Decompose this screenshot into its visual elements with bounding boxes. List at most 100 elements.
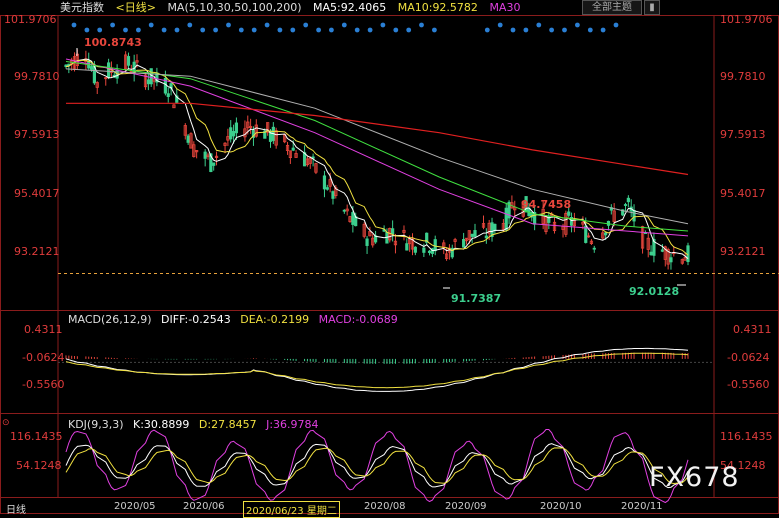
candle-body (504, 207, 508, 231)
event-marker (264, 22, 270, 28)
candle-body (484, 235, 488, 239)
event-marker (71, 22, 77, 28)
candle-body (288, 150, 292, 158)
theme-button[interactable]: 全部主题 (582, 0, 642, 15)
candle-body (126, 56, 131, 66)
candle-body (640, 226, 645, 249)
event-marker (497, 22, 503, 28)
candle-body (646, 237, 650, 250)
event-marker (200, 27, 206, 33)
event-marker (536, 22, 542, 28)
x-label-7: 2020/11 (621, 501, 663, 512)
candle-body (186, 135, 190, 143)
candle-body (149, 68, 153, 85)
event-marker (251, 27, 257, 33)
candle-body (467, 230, 471, 240)
ma10-value: MA10:92.5782 (397, 1, 478, 14)
candle-body (95, 82, 99, 88)
candle-body (285, 144, 290, 151)
event-marker (174, 27, 180, 33)
candle-body (64, 64, 68, 68)
candle-body (305, 158, 310, 166)
candle-body (274, 130, 278, 146)
ma100-line (65, 68, 689, 225)
kdj-k-line (65, 443, 689, 489)
watermark: FX678 (649, 462, 740, 493)
event-marker (238, 27, 244, 33)
candle-body (666, 249, 670, 265)
candle-body (589, 240, 594, 244)
candle-body (351, 212, 355, 225)
candle-body (311, 156, 315, 159)
candle-body (601, 232, 605, 239)
candle-body (89, 66, 94, 70)
candle-body (308, 157, 312, 164)
x-label-4: 2020/08 (364, 501, 406, 512)
event-marker (341, 22, 347, 28)
price-tick-4-right: 95.4017 (720, 187, 766, 200)
ma5-value: MA5:92.4065 (313, 1, 387, 14)
candle-body (223, 142, 227, 146)
period-selector[interactable]: <日线> (115, 1, 156, 14)
price-tick-5-right: 93.2121 (720, 245, 766, 258)
ma10-line (65, 59, 689, 256)
event-marker (406, 27, 412, 33)
event-marker (290, 27, 296, 33)
price-tick-1-right: 101.9706 (720, 13, 773, 26)
candle-body (584, 225, 588, 243)
candle-body (104, 77, 108, 80)
candle-body (189, 133, 193, 149)
event-marker (187, 22, 193, 28)
candle-body (393, 240, 398, 246)
candle-body (203, 151, 207, 159)
annotation-low1: 91.7387 (451, 292, 502, 305)
candle-body (195, 150, 199, 153)
bookmark-icon[interactable]: ▮ (644, 0, 660, 15)
event-marker (277, 27, 283, 33)
period-label[interactable]: 日线 (6, 505, 26, 516)
candle-body (462, 239, 466, 248)
candle-body (521, 201, 525, 217)
candle-body (604, 232, 608, 236)
event-marker (510, 27, 516, 33)
macd-tick-1: 0.4311 (24, 323, 63, 336)
candle-body (413, 246, 417, 253)
candle-body (660, 249, 665, 252)
candle-body (686, 245, 690, 263)
event-marker (613, 22, 619, 28)
candle-body (331, 191, 335, 199)
price-tick-3-right: 97.5913 (720, 128, 766, 141)
frame (0, 15, 779, 514)
kdj-toggle-icon[interactable]: ⊙ (2, 418, 10, 428)
price-tick-2: 99.7810 (14, 70, 60, 83)
candle-body (266, 122, 270, 133)
candle-body (209, 153, 213, 172)
candle-body (294, 153, 298, 158)
kdj-tick-2: 54.1248 (16, 459, 62, 472)
price-tick-4: 95.4017 (14, 187, 60, 200)
candle-body (612, 210, 616, 223)
candle-body (342, 209, 346, 212)
candle-body (172, 104, 176, 109)
candle-body (124, 54, 128, 70)
candle-body (214, 155, 219, 158)
event-marker (329, 27, 334, 33)
candle-body (348, 216, 352, 223)
candle-body (249, 125, 253, 129)
candle-body (254, 124, 258, 137)
x-label-5: 2020/09 (445, 501, 487, 512)
price-tick-2-right: 99.7810 (720, 70, 766, 83)
kdj-d: D:27.8457 (198, 418, 257, 431)
candle-body (507, 201, 511, 219)
ma30-value: MA30 (489, 1, 521, 14)
candle-body (334, 187, 338, 197)
macd-value: MACD:-0.0689 (318, 313, 398, 326)
macd-tick-3: -0.5560 (22, 378, 65, 391)
kdj-j: J:36.9784 (266, 418, 319, 431)
event-marker (213, 27, 219, 33)
ma-label: MA(5,10,30,50,100,200) (167, 1, 302, 14)
candle-body (547, 216, 551, 223)
candle-body (107, 62, 111, 78)
candle-body (683, 257, 687, 261)
